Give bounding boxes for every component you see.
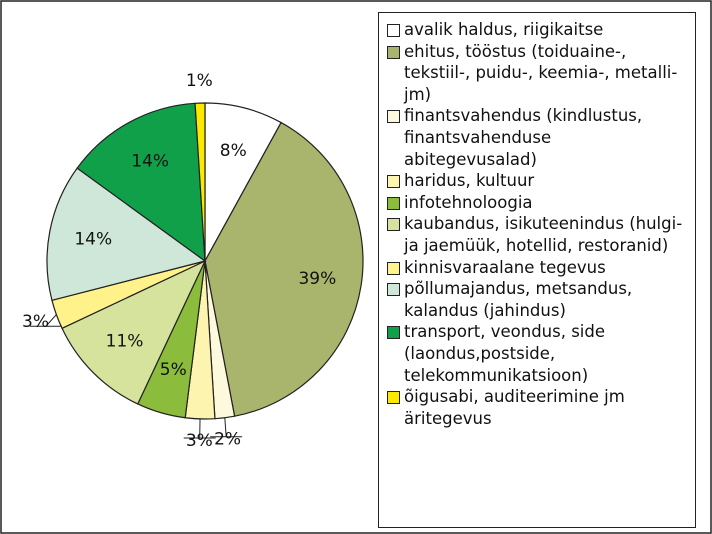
legend-swatch bbox=[387, 326, 400, 340]
legend-label: ehitus, tööstus (toiduaine-, tekstiil-, … bbox=[404, 41, 678, 104]
legend-swatch bbox=[387, 218, 400, 232]
pie-slice bbox=[46, 167, 207, 302]
pie-slice bbox=[76, 102, 206, 263]
data-label: 11% bbox=[106, 331, 144, 351]
data-label: 14% bbox=[131, 151, 169, 171]
legend-swatch bbox=[387, 196, 400, 210]
legend-item: infotehnoloogia bbox=[387, 192, 689, 214]
pie-slice bbox=[61, 259, 207, 405]
legend-label: õigusabi, auditeerimine jm äritegevus bbox=[404, 387, 625, 428]
legend-item: avalik haldus, riigikaitse bbox=[387, 19, 689, 41]
data-label: 39% bbox=[298, 269, 336, 289]
legend-label: transport, veondus, side (laondus,postsi… bbox=[404, 322, 606, 385]
legend-swatch bbox=[387, 261, 400, 275]
legend-item: kaubandus, isikuteenindus (hulgi- ja jae… bbox=[387, 213, 689, 256]
legend-label: avalik haldus, riigikaitse bbox=[404, 20, 604, 39]
legend-swatch bbox=[387, 175, 400, 189]
legend-label: põllumajandus, metsandus, kalandus (jahi… bbox=[404, 279, 633, 320]
data-label: 14% bbox=[74, 230, 112, 250]
legend-swatch bbox=[387, 110, 400, 124]
data-label: 3% bbox=[186, 431, 213, 451]
legend-item: haridus, kultuur bbox=[387, 170, 689, 192]
legend-item: ehitus, tööstus (toiduaine-, tekstiil-, … bbox=[387, 41, 689, 106]
legend-item: õigusabi, auditeerimine jm äritegevus bbox=[387, 386, 689, 429]
data-label: 8% bbox=[220, 141, 247, 161]
data-label: 5% bbox=[160, 360, 187, 380]
legend-swatch bbox=[387, 45, 400, 59]
leader-line bbox=[224, 417, 227, 437]
pie-slice bbox=[204, 121, 364, 417]
data-label: 1% bbox=[186, 71, 213, 91]
legend-label: haridus, kultuur bbox=[404, 171, 535, 191]
leader-line bbox=[45, 314, 57, 327]
legend-label: kinnisvaraalane tegevus bbox=[404, 257, 606, 277]
legend-item: põllumajandus, metsandus, kalandus (jahi… bbox=[387, 278, 689, 321]
data-label: 2% bbox=[214, 430, 241, 450]
legend-item: kinnisvaraalane tegevus bbox=[387, 257, 689, 279]
legend-swatch bbox=[387, 24, 400, 37]
legend-item: finantsvahendus (kindlustus, finantsvahe… bbox=[387, 105, 689, 170]
legend: avalik haldus, riigikaitse ehitus, tööstu… bbox=[378, 12, 696, 528]
legend-label: finantsvahendus (kindlustus, finantsvahe… bbox=[404, 106, 643, 169]
legend-swatch bbox=[387, 391, 400, 405]
pie-slice bbox=[194, 102, 206, 262]
legend-label: kaubandus, isikuteenindus (hulgi- ja jae… bbox=[404, 214, 683, 255]
legend-label: infotehnoloogia bbox=[404, 192, 533, 212]
legend-swatch bbox=[387, 283, 400, 297]
data-label: 3% bbox=[22, 312, 49, 332]
legend-item: transport, veondus, side (laondus,postsi… bbox=[387, 321, 689, 386]
